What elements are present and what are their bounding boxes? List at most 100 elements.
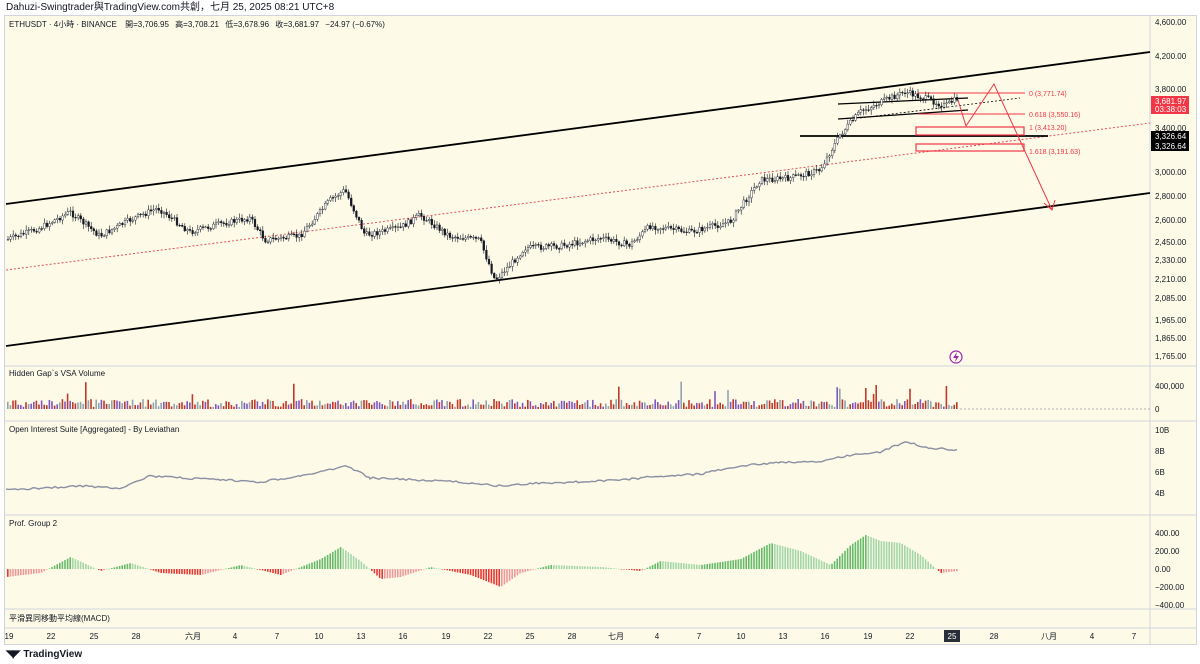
prof-bar	[59, 562, 61, 569]
volume-bar	[425, 404, 428, 409]
candle-body	[225, 222, 228, 226]
chart-frame[interactable]	[4, 15, 1197, 645]
volume-bar	[402, 401, 404, 409]
prof-bar	[118, 565, 121, 569]
prof-bar	[412, 569, 415, 573]
candle-body	[396, 226, 400, 228]
volume-pane-title[interactable]: Hidden Gap`s VSA Volume	[9, 369, 106, 378]
brand-name[interactable]: TradingView	[23, 649, 83, 660]
volume-bar	[38, 404, 40, 409]
candle-body	[862, 109, 865, 111]
candle-body	[113, 227, 116, 230]
volume-bar	[35, 400, 38, 409]
volume-bar	[77, 402, 79, 409]
candle-body	[560, 242, 563, 250]
candle-body	[836, 137, 839, 144]
candle-body	[927, 95, 930, 97]
candle-body	[539, 244, 543, 250]
candle-body	[27, 229, 30, 231]
volume-bar	[98, 402, 100, 409]
volume-bar	[462, 406, 464, 409]
prof-bar	[727, 560, 729, 569]
time-axis[interactable]: 19 22 25 28 六月 4 7 10 13 16 19 22 25 28 七月 4 7 10 13 16 19 22…	[5, 630, 1137, 642]
price-axis[interactable]: 4,600.00 4,200.00 3,800.00 3,400.00 3,000.00…	[1155, 18, 1187, 361]
candle-body	[412, 217, 415, 225]
volume-bar	[586, 400, 589, 409]
volume-bar	[202, 400, 204, 409]
candle-body	[820, 167, 823, 172]
volume-bar	[384, 405, 386, 409]
volume-bar	[334, 402, 337, 409]
prof-bar	[373, 569, 376, 574]
volume-bar	[212, 406, 214, 409]
prof-bar	[35, 569, 38, 574]
volume-bar	[404, 404, 407, 409]
prof-bar	[495, 569, 498, 586]
volume-bar	[924, 400, 927, 409]
volume-bar	[794, 402, 797, 409]
volume-bar	[745, 401, 747, 409]
ascending-channel[interactable]	[5, 51, 1151, 347]
candle-body	[646, 225, 649, 230]
prof-bar	[66, 558, 69, 569]
prof-bar	[191, 569, 194, 575]
prof-bar	[300, 566, 303, 569]
volume-bar	[381, 404, 383, 409]
symbol-name[interactable]: ETHUSDT · 4小時 · BINANCE	[9, 20, 117, 29]
candle-body	[526, 247, 530, 251]
time-axis-label: 7	[697, 632, 702, 641]
price-axis-label: 1,865.00	[1155, 334, 1187, 343]
volume-bar	[742, 401, 745, 409]
volume-bar	[646, 405, 649, 409]
prof-bar	[761, 547, 763, 569]
prof-bar	[688, 563, 690, 569]
prof-bar	[14, 569, 17, 576]
lightning-circle-icon[interactable]	[949, 350, 963, 364]
prof-bar	[204, 569, 207, 574]
volume-bar	[199, 405, 201, 409]
volume-bar	[659, 404, 662, 409]
volume-bar	[64, 401, 66, 409]
time-axis-label: 10	[737, 632, 746, 641]
time-axis-label: 28	[568, 632, 577, 641]
prof-pane-title[interactable]: Prof. Group 2	[9, 519, 58, 528]
candle-body	[409, 219, 413, 225]
horizontal-levels[interactable]	[800, 97, 1048, 137]
volume-bar	[805, 405, 807, 409]
candle-body	[586, 240, 589, 242]
tv-logo-icon[interactable]: ◥◤	[6, 649, 20, 660]
candle-body	[134, 216, 137, 221]
volume-bar	[142, 399, 144, 409]
prof-bar	[51, 567, 53, 569]
time-axis-label: 19	[5, 632, 14, 641]
prof-bar	[553, 565, 555, 569]
fib-extension[interactable]: 0 (3,771.74) 0.618 (3,550.16) 1 (3,413.2…	[915, 91, 1080, 156]
candle-body	[625, 240, 628, 245]
candle-body	[737, 209, 740, 212]
volume-bar	[261, 401, 264, 409]
volume-bar	[17, 404, 19, 409]
candle-body	[872, 105, 875, 108]
candle-body	[685, 231, 688, 233]
prof-bar	[888, 541, 890, 569]
volume-bar	[176, 405, 178, 409]
volume-bar	[875, 385, 877, 409]
candle-body	[233, 218, 236, 223]
volume-bar	[108, 403, 110, 409]
candle-body	[617, 241, 621, 246]
candle-body	[573, 240, 576, 246]
volume-bar	[72, 402, 74, 409]
prof-bar	[880, 541, 883, 569]
volume-bar	[852, 402, 854, 409]
volume-bar	[618, 386, 620, 409]
macd-pane-title[interactable]: 平滑異同移動平均線(MACD)	[9, 614, 110, 623]
volume-bar	[480, 404, 482, 409]
prof-bar	[568, 565, 571, 569]
prof-bar	[233, 566, 235, 569]
oi-pane-title[interactable]: Open Interest Suite [Aggregated] - By Le…	[9, 425, 180, 434]
projection-path[interactable]	[957, 82, 1056, 211]
prof-bar	[82, 562, 84, 569]
prof-bar	[706, 564, 708, 569]
volume-bar	[545, 402, 547, 409]
